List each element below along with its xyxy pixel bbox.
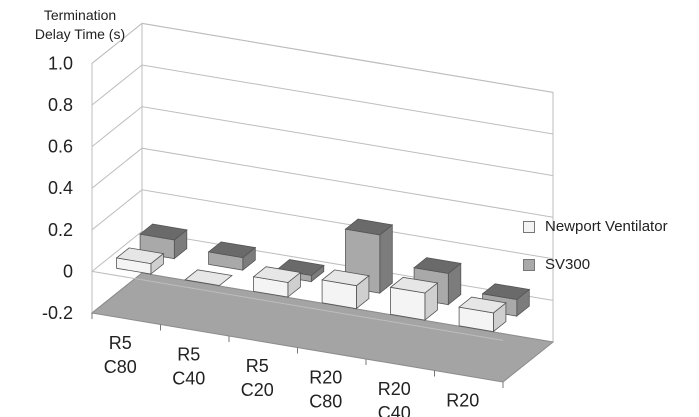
- y-axis-title-line-2: Delay Time (s): [34, 26, 126, 42]
- bar-top: [458, 296, 507, 314]
- x-category-label-line-2: C80: [104, 357, 137, 377]
- y-tick-label: 0: [63, 261, 73, 281]
- bar-side: [379, 224, 393, 294]
- y-tick-label: 0.6: [48, 137, 73, 157]
- x-category-label-line-2: C80: [309, 391, 342, 411]
- bar-top: [252, 266, 302, 283]
- x-category-label: R20 C20: [446, 390, 479, 417]
- bar-newport: [389, 276, 439, 321]
- legend-item-sv300: SV300: [523, 255, 668, 274]
- floor: [90, 272, 555, 383]
- bar-top: [344, 218, 394, 236]
- gridline: [91, 147, 554, 218]
- y-tick-label: -0.2: [42, 303, 73, 323]
- bar-newport: [321, 269, 370, 310]
- legend-swatch-sv300: [523, 258, 535, 271]
- bar-newport: [115, 247, 165, 275]
- gridline: [91, 64, 554, 135]
- y-tick-label: 0.4: [48, 178, 73, 198]
- gridline: [91, 106, 554, 177]
- y-tick-label: 1.0: [48, 53, 73, 73]
- bar-newport: [252, 266, 302, 298]
- x-category-label-line-1: R5: [177, 344, 200, 364]
- zero-line: [91, 270, 504, 341]
- bar-top: [481, 283, 531, 300]
- y-axis-title: Termination Delay Time (s): [0, 6, 160, 44]
- y-tick-label: 0.2: [48, 220, 73, 240]
- x-category-label-line-1: R5: [109, 333, 132, 353]
- y-tick-label: 0.8: [48, 95, 73, 115]
- legend-label-newport: Newport Ventilator: [545, 218, 668, 235]
- bar-top: [184, 269, 233, 286]
- bar-top: [321, 269, 370, 287]
- x-category-label-line-1: R5: [246, 356, 269, 376]
- bar-top: [207, 241, 257, 259]
- legend-swatch-newport: [523, 220, 535, 233]
- x-category-label-line-1: R20: [309, 367, 342, 387]
- legend-item-newport: Newport Ventilator: [523, 217, 668, 236]
- x-category-label-line-1: R20: [446, 390, 479, 410]
- x-category-label-line-2: C20: [446, 414, 479, 417]
- bar-sv300: [139, 223, 188, 260]
- bar-sv300: [207, 241, 257, 271]
- bar-newport: [458, 296, 507, 333]
- bar-top: [389, 276, 439, 294]
- bar-top: [413, 257, 462, 274]
- bar-top: [115, 247, 165, 265]
- y-axis-title-line-1: Termination: [43, 7, 117, 23]
- bar-top: [139, 223, 188, 241]
- x-category-label-line-2: C40: [172, 368, 205, 388]
- legend-label-sv300: SV300: [545, 256, 591, 273]
- gridline: [91, 22, 554, 93]
- x-category-label-line-1: R20: [378, 379, 411, 399]
- x-category-label-line-2: C20: [241, 380, 274, 400]
- bar-newport: [184, 269, 233, 286]
- legend: Newport Ventilator SV300: [523, 217, 668, 293]
- x-category-label-line-2: C40: [378, 403, 411, 417]
- gridline: [91, 189, 554, 260]
